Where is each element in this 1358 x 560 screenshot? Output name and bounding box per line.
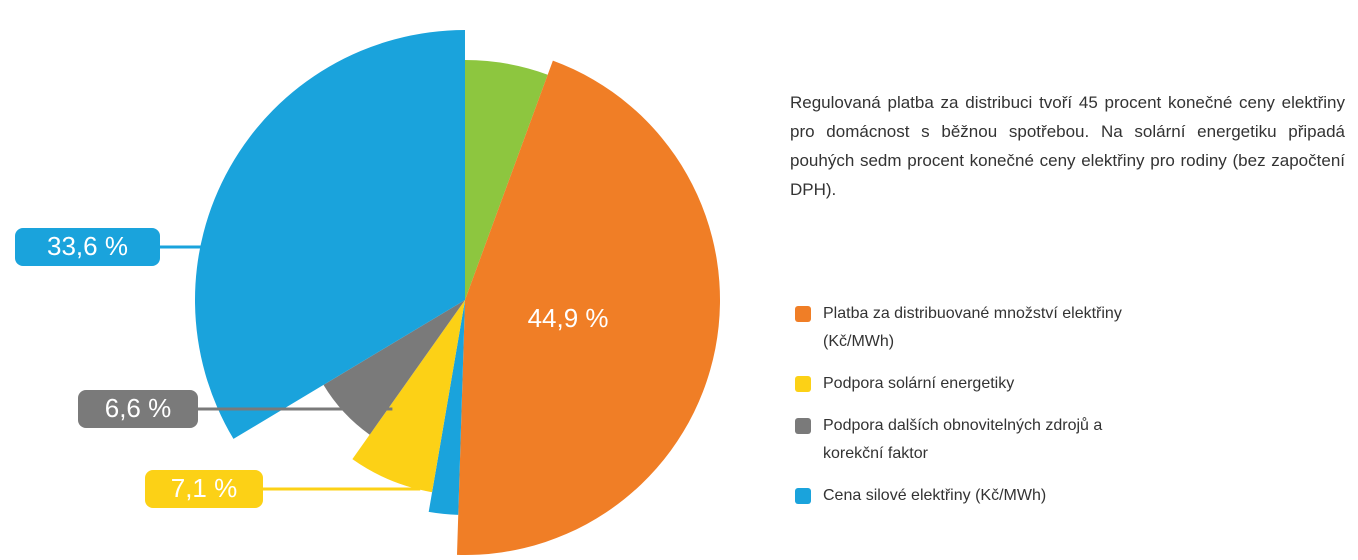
value-label: 33,6 % [47,231,128,261]
pie-slice [352,300,465,493]
legend-label: Platba za distribuované množství elektři… [823,305,1122,350]
pie-slice [428,300,465,515]
description: Regulovaná platba za distribuci tvoří 45… [790,93,1345,199]
legend-label: Cena silové elektřiny (Kč/MWh) [823,487,1047,504]
callout-box [78,390,198,428]
pie-slice [323,300,465,435]
legend-label: Podpora solární energetiky [823,375,1015,392]
pie-slice [465,60,548,300]
callout-box [145,470,263,508]
legend-item: Podpora dalších obnovitelných zdrojů a k… [795,412,1215,468]
value-label: 7,1 % [171,473,238,503]
legend-label: Podpora dalších obnovitelných zdrojů a k… [823,417,1103,462]
legend-item: Cena silové elektřiny (Kč/MWh) [795,482,1215,510]
legend-swatch [795,376,811,392]
pie-slice [195,30,465,439]
value-label: 6,6 % [105,393,172,423]
legend-swatch [795,306,811,322]
legend: Platba za distribuované množství elektři… [795,300,1215,524]
legend-swatch [795,418,811,434]
callout-box [15,228,160,266]
legend-item: Podpora solární energetiky [795,370,1215,398]
pie-slice [456,60,721,555]
value-label: 44,9 % [528,303,609,333]
legend-swatch [795,488,811,504]
legend-item: Platba za distribuované množství elektři… [795,300,1215,356]
